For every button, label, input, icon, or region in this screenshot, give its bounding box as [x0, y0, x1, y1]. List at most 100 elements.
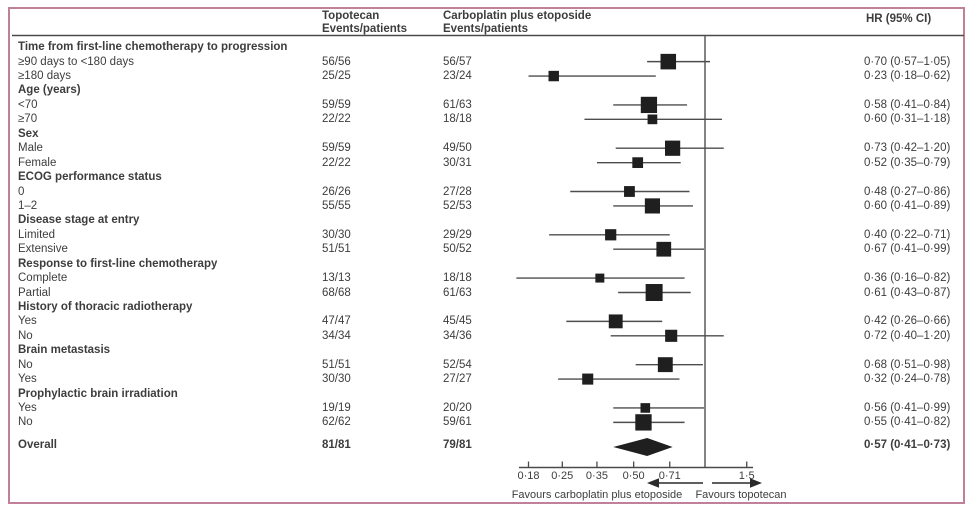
subgroup-label: Extensive: [18, 243, 68, 256]
group-row: Time from first-line chemotherapy to pro…: [0, 40, 977, 54]
column-header-topotecan: Topotecan Events/patients: [322, 10, 407, 36]
group-row: Disease stage at entry: [0, 213, 977, 227]
hr-square-marker: [624, 186, 635, 197]
subgroup-row: No 51/51 52/54 0·68 (0·51–0·98): [0, 358, 977, 372]
subgroup-label: ≥180 days: [18, 70, 71, 83]
events-carboplatin: 27/27: [443, 373, 472, 386]
subgroup-row: No 34/34 34/36 0·72 (0·40–1·20): [0, 329, 977, 343]
hr-ci-text: 0·70 (0·57–1·05): [864, 55, 951, 68]
events-carboplatin: 49/50: [443, 142, 472, 155]
events-carboplatin: 61/63: [443, 286, 472, 299]
group-row: History of thoracic radiotherapy: [0, 300, 977, 314]
events-topotecan: 30/30: [322, 228, 351, 241]
events-topotecan: 59/59: [322, 142, 351, 155]
subgroup-row: Male 59/59 49/50 0·73 (0·42–1·20): [0, 141, 977, 155]
events-topotecan: 51/51: [322, 358, 351, 371]
subgroup-label: Yes: [18, 401, 37, 414]
group-label: Brain metastasis: [18, 344, 111, 357]
subgroup-label: Male: [18, 142, 43, 155]
events-carboplatin: 23/24: [443, 70, 472, 83]
events-topotecan: 62/62: [322, 416, 351, 429]
hr-ci-text: 0·52 (0·35–0·79): [864, 156, 951, 169]
column-header-hr: HR (95% CI): [866, 13, 932, 25]
subgroup-label: Limited: [18, 228, 56, 241]
hr-ci-text: 0·68 (0·51–0·98): [864, 358, 951, 371]
hr-square-marker: [644, 198, 660, 214]
events-topotecan: 19/19: [322, 401, 351, 414]
events-topotecan: 59/59: [322, 98, 351, 111]
hr-ci-text: 0·58 (0·41–0·84): [864, 98, 951, 111]
hr-square-marker: [656, 241, 672, 257]
column-header-carboplatin: Carboplatin plus etoposide Events/patien…: [443, 10, 591, 36]
events-carboplatin: 59/61: [443, 416, 472, 429]
events-carboplatin: 50/52: [443, 243, 472, 256]
events-carboplatin: 18/18: [443, 113, 472, 126]
group-label: Disease stage at entry: [18, 214, 140, 227]
hr-ci-text: 0·72 (0·40–1·20): [864, 329, 951, 342]
subgroup-label: 1–2: [18, 199, 38, 212]
group-label: Response to first-line chemotherapy: [18, 257, 218, 270]
events-topotecan: 26/26: [322, 185, 351, 198]
subgroup-label: Yes: [18, 373, 37, 386]
hr-ci-text: 0·42 (0·26–0·66): [864, 315, 951, 328]
subgroup-label: Partial: [18, 286, 51, 299]
events-carboplatin: 18/18: [443, 272, 472, 285]
overall-label: Overall: [18, 439, 57, 451]
column-header-topotecan-sub: Events/patients: [322, 23, 407, 35]
events-topotecan: 51/51: [322, 243, 351, 256]
events-topotecan: 34/34: [322, 329, 351, 342]
subgroup-row: ≥90 days to <180 days 56/56 56/57 0·70 (0·5…: [0, 55, 977, 69]
hr-ci-text: 0·56 (0·41–0·99): [864, 401, 951, 414]
events-topotecan: 22/22: [322, 156, 351, 169]
hr-square-marker: [647, 114, 658, 125]
events-carboplatin: 27/28: [443, 185, 472, 198]
overall-row: Overall 81/81 79/81 0·57 (0·41–0·73): [0, 438, 977, 452]
hr-ci-text: 0·57 (0·41–0·73): [864, 439, 951, 451]
hr-square-marker: [608, 314, 623, 329]
events-topotecan: 25/25: [322, 70, 351, 83]
subgroup-label: <70: [18, 98, 38, 111]
subgroup-row: 0 26/26 27/28 0·48 (0·27–0·86): [0, 185, 977, 199]
column-header-topotecan-title: Topotecan: [322, 10, 380, 22]
group-row: Brain metastasis: [0, 343, 977, 357]
group-row: Age (years): [0, 83, 977, 97]
hr-ci-text: 0·60 (0·31–1·18): [864, 113, 951, 126]
events-topotecan: 13/13: [322, 272, 351, 285]
group-row: Prophylactic brain irradiation: [0, 387, 977, 401]
hr-ci-text: 0·73 (0·42–1·20): [864, 142, 951, 155]
axis-tick-label: 0·18: [517, 470, 540, 482]
events-carboplatin: 56/57: [443, 55, 472, 68]
subgroup-row: Yes 30/30 27/27 0·32 (0·24–0·78): [0, 372, 977, 386]
hr-ci-text: 0·23 (0·18–0·62): [864, 70, 951, 83]
hr-square-marker: [605, 229, 617, 241]
hr-square-marker: [640, 403, 651, 413]
column-header-carboplatin-sub: Events/patients: [443, 23, 528, 35]
events-topotecan: 56/56: [322, 55, 351, 68]
favours-right-arrowhead: [750, 478, 762, 488]
group-label: Prophylactic brain irradiation: [18, 387, 178, 400]
hr-square-marker: [635, 414, 652, 431]
hr-square-marker: [660, 53, 677, 70]
hr-ci-text: 0·55 (0·41–0·82): [864, 416, 951, 429]
subgroup-row: Limited 30/30 29/29 0·40 (0·22–0·71): [0, 228, 977, 242]
events-carboplatin: 45/45: [443, 315, 472, 328]
hr-square-marker: [632, 157, 644, 169]
subgroup-row: <70 59/59 61/63 0·58 (0·41–0·84): [0, 98, 977, 112]
subgroup-row: Extensive 51/51 50/52 0·67 (0·41–0·99): [0, 242, 977, 256]
subgroup-label: 0: [18, 185, 25, 198]
subgroup-row: ≥70 22/22 18/18 0·60 (0·31–1·18): [0, 112, 977, 126]
subgroup-row: ≥180 days 25/25 23/24 0·23 (0·18–0·62): [0, 69, 977, 83]
subgroup-label: Yes: [18, 315, 37, 328]
events-carboplatin: 30/31: [443, 156, 472, 169]
hr-square-marker: [640, 96, 658, 114]
hr-ci-text: 0·48 (0·27–0·86): [864, 185, 951, 198]
hr-ci-text: 0·61 (0·43–0·87): [864, 286, 951, 299]
subgroup-label: No: [18, 358, 33, 371]
axis-tick-label: 0·35: [585, 470, 608, 482]
group-label: ECOG performance status: [18, 171, 162, 184]
events-carboplatin: 52/54: [443, 358, 472, 371]
events-carboplatin: 20/20: [443, 401, 472, 414]
events-carboplatin: 52/53: [443, 199, 472, 212]
hr-square-marker: [665, 329, 678, 342]
group-row: Sex: [0, 127, 977, 141]
